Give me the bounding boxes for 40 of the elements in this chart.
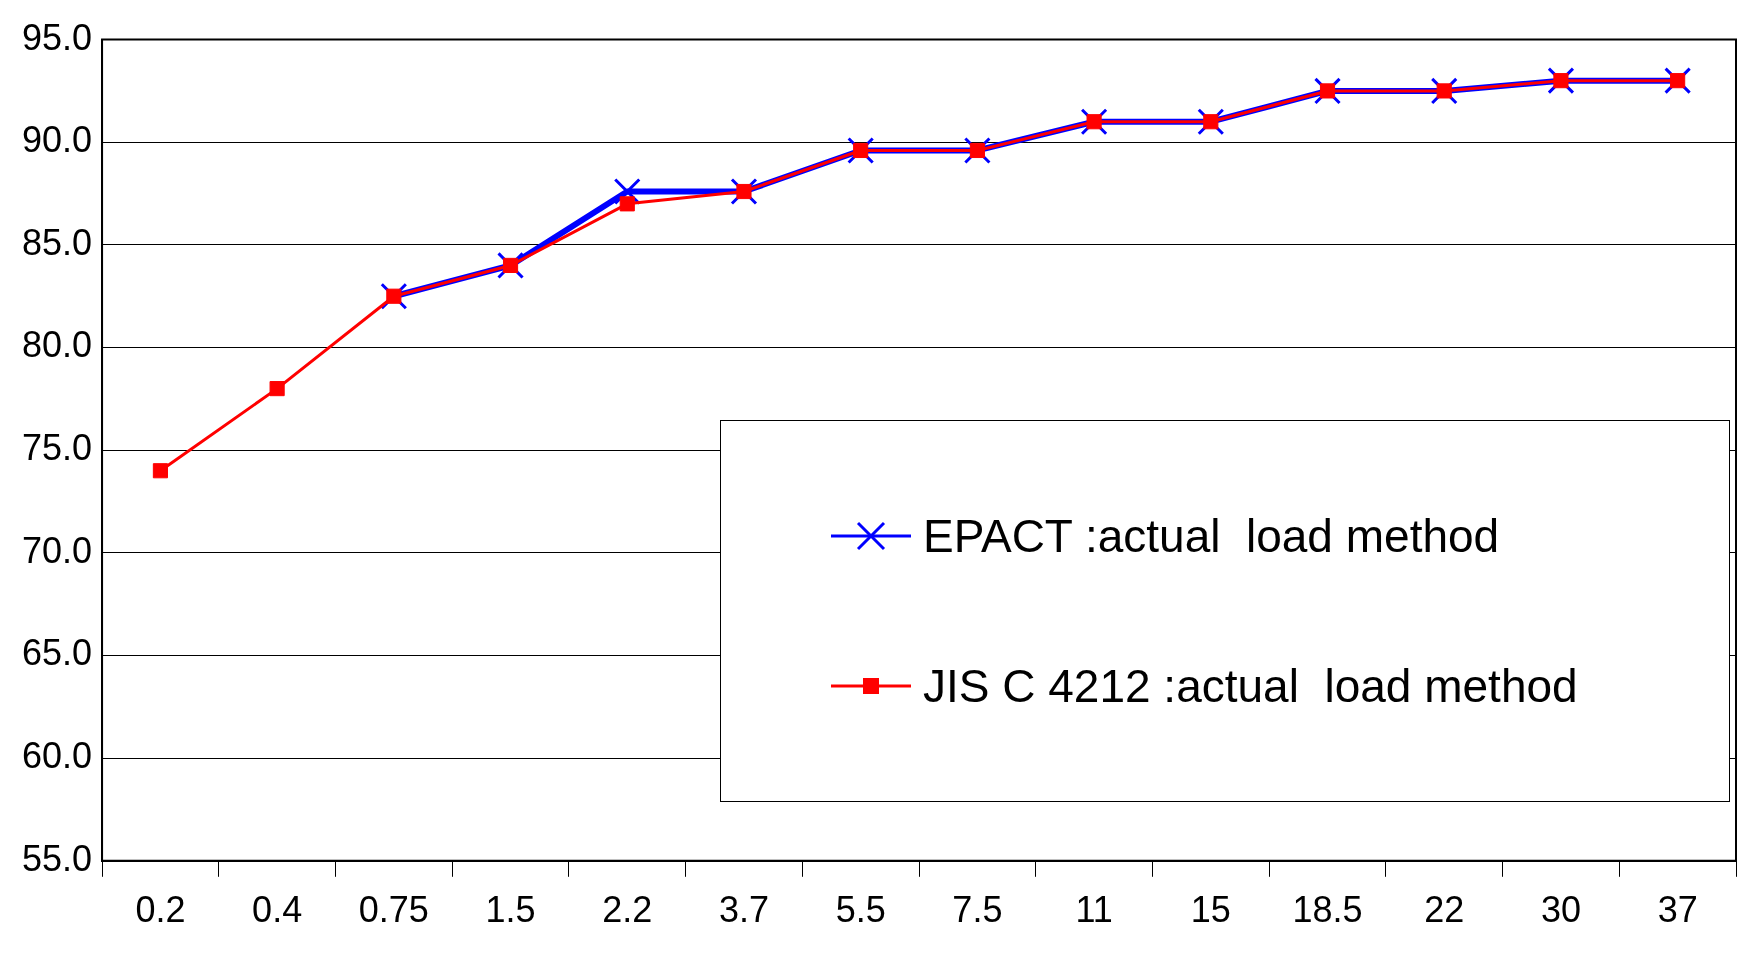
x-tick-label: 5.5 — [835, 889, 886, 931]
point — [1319, 83, 1336, 99]
y-tick-label: 65.0 — [21, 632, 93, 674]
point — [1670, 73, 1686, 89]
legend-label: JIS C 4212 :actual load method — [923, 659, 1578, 713]
point — [853, 142, 869, 159]
x-tick-label: 22 — [1424, 889, 1465, 931]
x-tick-label: 1.5 — [485, 889, 536, 931]
point — [269, 381, 285, 397]
point — [386, 288, 402, 304]
y-tick-label: 80.0 — [21, 324, 93, 366]
x-tick-label: 15 — [1190, 889, 1231, 931]
legend-label: EPACT :actual load method — [923, 509, 1500, 563]
x-tick-label: 11 — [1075, 889, 1113, 931]
point — [613, 178, 641, 206]
point — [1553, 73, 1569, 89]
y-tick-label: 75.0 — [21, 427, 93, 469]
x-tick-label: 37 — [1657, 889, 1698, 931]
x-tick-label: 0.2 — [135, 889, 186, 931]
point — [969, 142, 985, 159]
point — [1086, 114, 1102, 130]
y-tick-label: 85.0 — [21, 221, 93, 263]
point — [1436, 83, 1452, 99]
y-tick-label: 90.0 — [21, 119, 93, 161]
x-tick-label: 0.4 — [252, 889, 303, 931]
y-tick-label: 60.0 — [21, 735, 93, 777]
point — [736, 183, 752, 200]
x-tick-label: 0.75 — [358, 889, 429, 931]
x-tick-label: 2.2 — [602, 889, 653, 931]
x-tick-label: 3.7 — [718, 889, 769, 931]
point — [502, 257, 519, 273]
y-tick-label: 55.0 — [21, 837, 93, 879]
x-tick-label: 18.5 — [1292, 889, 1363, 931]
y-tick-label: 70.0 — [21, 529, 93, 571]
point — [1203, 114, 1219, 130]
point — [619, 196, 635, 212]
x-tick-label: 7.5 — [952, 889, 1003, 931]
y-tick-label: 95.0 — [21, 16, 93, 58]
x-tick-label: 30 — [1540, 889, 1581, 931]
point — [152, 463, 168, 479]
